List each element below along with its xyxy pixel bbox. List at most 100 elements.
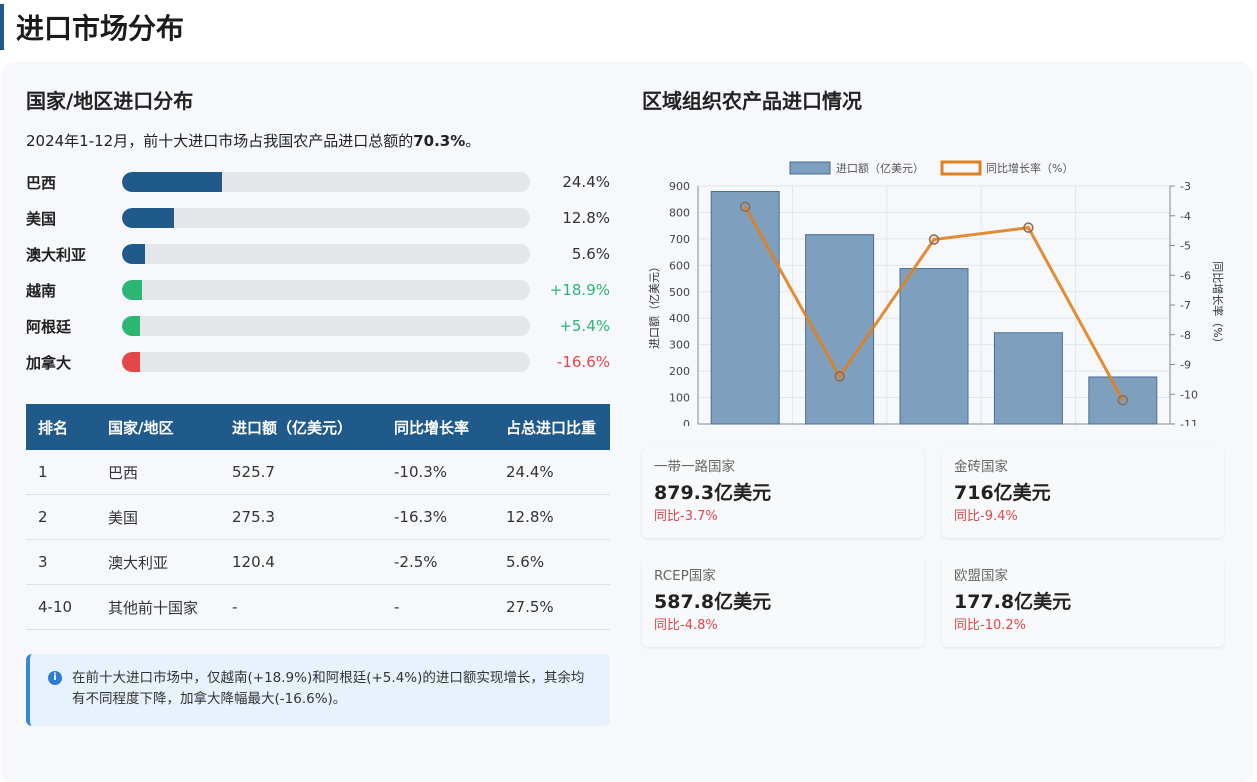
country-bar-track: [122, 208, 530, 228]
table-header-rank: 排名: [26, 404, 96, 450]
y-tick-label: 900: [669, 180, 690, 193]
bar-mark: [710, 190, 780, 425]
y2-tick-label: -4: [1180, 210, 1191, 223]
table-header-share: 占总进口比重: [494, 404, 610, 450]
region-card-growth: 同比-3.7%: [654, 509, 718, 524]
table-cell-growth: -10.3%: [382, 450, 494, 495]
region-card: 金砖国家 716亿美元 同比-9.4%: [942, 448, 1224, 538]
country-bar-row: 阿根廷 +5.4%: [26, 308, 610, 344]
y-tick-label: 500: [669, 286, 690, 299]
y2-tick-label: -11: [1180, 418, 1198, 426]
country-bar-value: 5.6%: [571, 245, 610, 263]
table-cell-rank: 1: [26, 450, 96, 495]
y-tick-label: 600: [669, 259, 690, 272]
country-bar-row: 巴西 24.4%: [26, 164, 610, 200]
regional-chart-svg: 进口额（亿美元） 同比增长率（%） 0 100 200 300 400 500 600 700 80…: [648, 160, 1225, 449]
legend-line-label: 同比增长率（%）: [986, 161, 1073, 175]
country-bar-name: 美国: [26, 209, 57, 228]
legend-bar-label: 进口额（亿美元）: [836, 162, 924, 175]
info-icon: i: [48, 671, 62, 685]
line-point: [1117, 394, 1129, 406]
import-market-panel: 国家/地区进口分布 2024年1-12月，前十大进口市场占我国农产品进口总额的7…: [2, 62, 1252, 782]
country-bar-fill: [122, 172, 222, 192]
y-tick-label: 700: [669, 233, 690, 246]
table-cell-country: 巴西: [96, 450, 220, 495]
table-header-amount: 进口额（亿美元）: [220, 404, 382, 450]
table-row: 1 巴西 525.7 -10.3% 24.4%: [26, 450, 610, 495]
country-bar-fill: [122, 280, 143, 300]
country-bar-track: [122, 352, 530, 372]
summary-note: i 在前十大进口市场中，仅越南(+18.9%)和阿根廷(+5.4%)的进口额实现…: [26, 654, 610, 726]
table-cell-rank: 4-10: [26, 584, 96, 630]
country-bar-track: [122, 280, 530, 300]
country-bar-row: 美国 12.8%: [26, 200, 610, 236]
country-bar-row: 加拿大 -16.6%: [26, 344, 610, 380]
country-bar-name: 澳大利亚: [26, 245, 87, 264]
region-card: 欧盟国家 177.8亿美元 同比-10.2%: [942, 557, 1224, 647]
country-bar-name: 阿根廷: [26, 317, 72, 336]
region-card-name: 金砖国家: [954, 459, 1008, 475]
y-tick-label: 100: [669, 392, 690, 405]
series-line: [743, 206, 1125, 401]
table-row: 4-10 其他前十国家 - -27.5%: [26, 584, 610, 630]
country-bar-list: 巴西 24.4% 美国 12.8% 澳大利亚 5.6% 越南 +18.9% 阿根廷 +5.4% 加拿…: [26, 164, 610, 380]
region-card-growth: 同比-10.2%: [954, 618, 1026, 633]
y2-tick-label: -7: [1180, 299, 1191, 312]
y2-tick-label: -3: [1180, 180, 1191, 193]
region-card-value: 879.3亿美元: [654, 482, 772, 504]
country-bar-fill: [122, 316, 141, 336]
country-bar-name: 越南: [26, 281, 57, 300]
y-tick-label: 300: [669, 339, 690, 352]
table-cell-amount: -: [220, 584, 382, 630]
table-row: 3 澳大利亚 120.4 -2.5% 5.6%: [26, 539, 610, 585]
table-cell-amount: 120.4: [220, 539, 382, 585]
y-tick-label: 800: [669, 206, 690, 219]
intro-prefix: 2024年1-12月，前十大进口市场占我国农产品进口总额的: [26, 132, 414, 150]
country-bar-row: 越南 +18.9%: [26, 272, 610, 308]
legend-line-swatch: [940, 160, 982, 176]
legend-bar-swatch: [789, 161, 831, 175]
region-card: RCEP国家 587.8亿美元 同比-4.8%: [642, 557, 924, 647]
country-bar-value: 12.8%: [562, 209, 610, 227]
country-bar-value: +18.9%: [549, 281, 610, 299]
y2-tick-label: -8: [1180, 329, 1191, 342]
line-point: [1023, 222, 1034, 233]
y2-tick-label: -10: [1180, 388, 1198, 401]
region-card-value: 587.8亿美元: [654, 591, 772, 613]
country-bar-track: [122, 316, 530, 336]
region-card-growth: 同比-9.4%: [954, 509, 1018, 524]
table-cell-rank: 3: [26, 539, 96, 585]
country-bar-track: [122, 244, 530, 264]
country-bar-fill: [122, 208, 175, 228]
summary-note-text: 在前十大进口市场中，仅越南(+18.9%)和阿根廷(+5.4%)的进口额实现增长…: [72, 670, 585, 707]
bar-mark: [899, 268, 969, 425]
region-card: 一带一路国家 879.3亿美元 同比-3.7%: [642, 448, 924, 538]
ranking-table: 排名 国家/地区 进口额（亿美元） 同比增长率 占总进口比重 1 巴西 525.7-…: [26, 404, 610, 630]
intro-suffix: 。: [465, 132, 481, 150]
table-cell-country: 其他前十国家: [96, 584, 220, 630]
country-bar-name: 加拿大: [26, 353, 72, 372]
table-cell-rank: 2: [26, 494, 96, 540]
country-bar-fill: [122, 244, 145, 264]
table-cell-growth: -2.5%: [382, 539, 494, 585]
y-tick-label: 200: [669, 365, 690, 378]
line-point: [834, 371, 845, 382]
y-tick-label: 0: [683, 418, 690, 426]
table-cell-amount: 525.7: [220, 450, 382, 495]
bar-mark: [805, 234, 875, 425]
y-axis-title: 进口额（亿美元）: [648, 261, 661, 349]
country-bar-track: [122, 172, 530, 192]
line-point: [928, 234, 940, 245]
country-bar-value: +5.4%: [559, 317, 610, 335]
table-cell-growth: -16.3%: [382, 494, 494, 540]
table-cell-amount: 275.3: [220, 494, 382, 540]
table-cell-growth: -: [382, 584, 494, 630]
intro-text: 2024年1-12月，前十大进口市场占我国农产品进口总额的70.3%。: [26, 130, 610, 152]
y2-axis-title: 同比增长率（%）: [1211, 261, 1225, 348]
country-bar-value: 24.4%: [562, 173, 610, 191]
intro-highlight: 70.3%: [413, 132, 466, 150]
y-tick-label: 400: [669, 312, 690, 325]
page-title: 进口市场分布: [0, 4, 184, 50]
table-cell-share: 5.6%: [494, 539, 610, 585]
table-cell-country: 澳大利亚: [96, 539, 220, 585]
